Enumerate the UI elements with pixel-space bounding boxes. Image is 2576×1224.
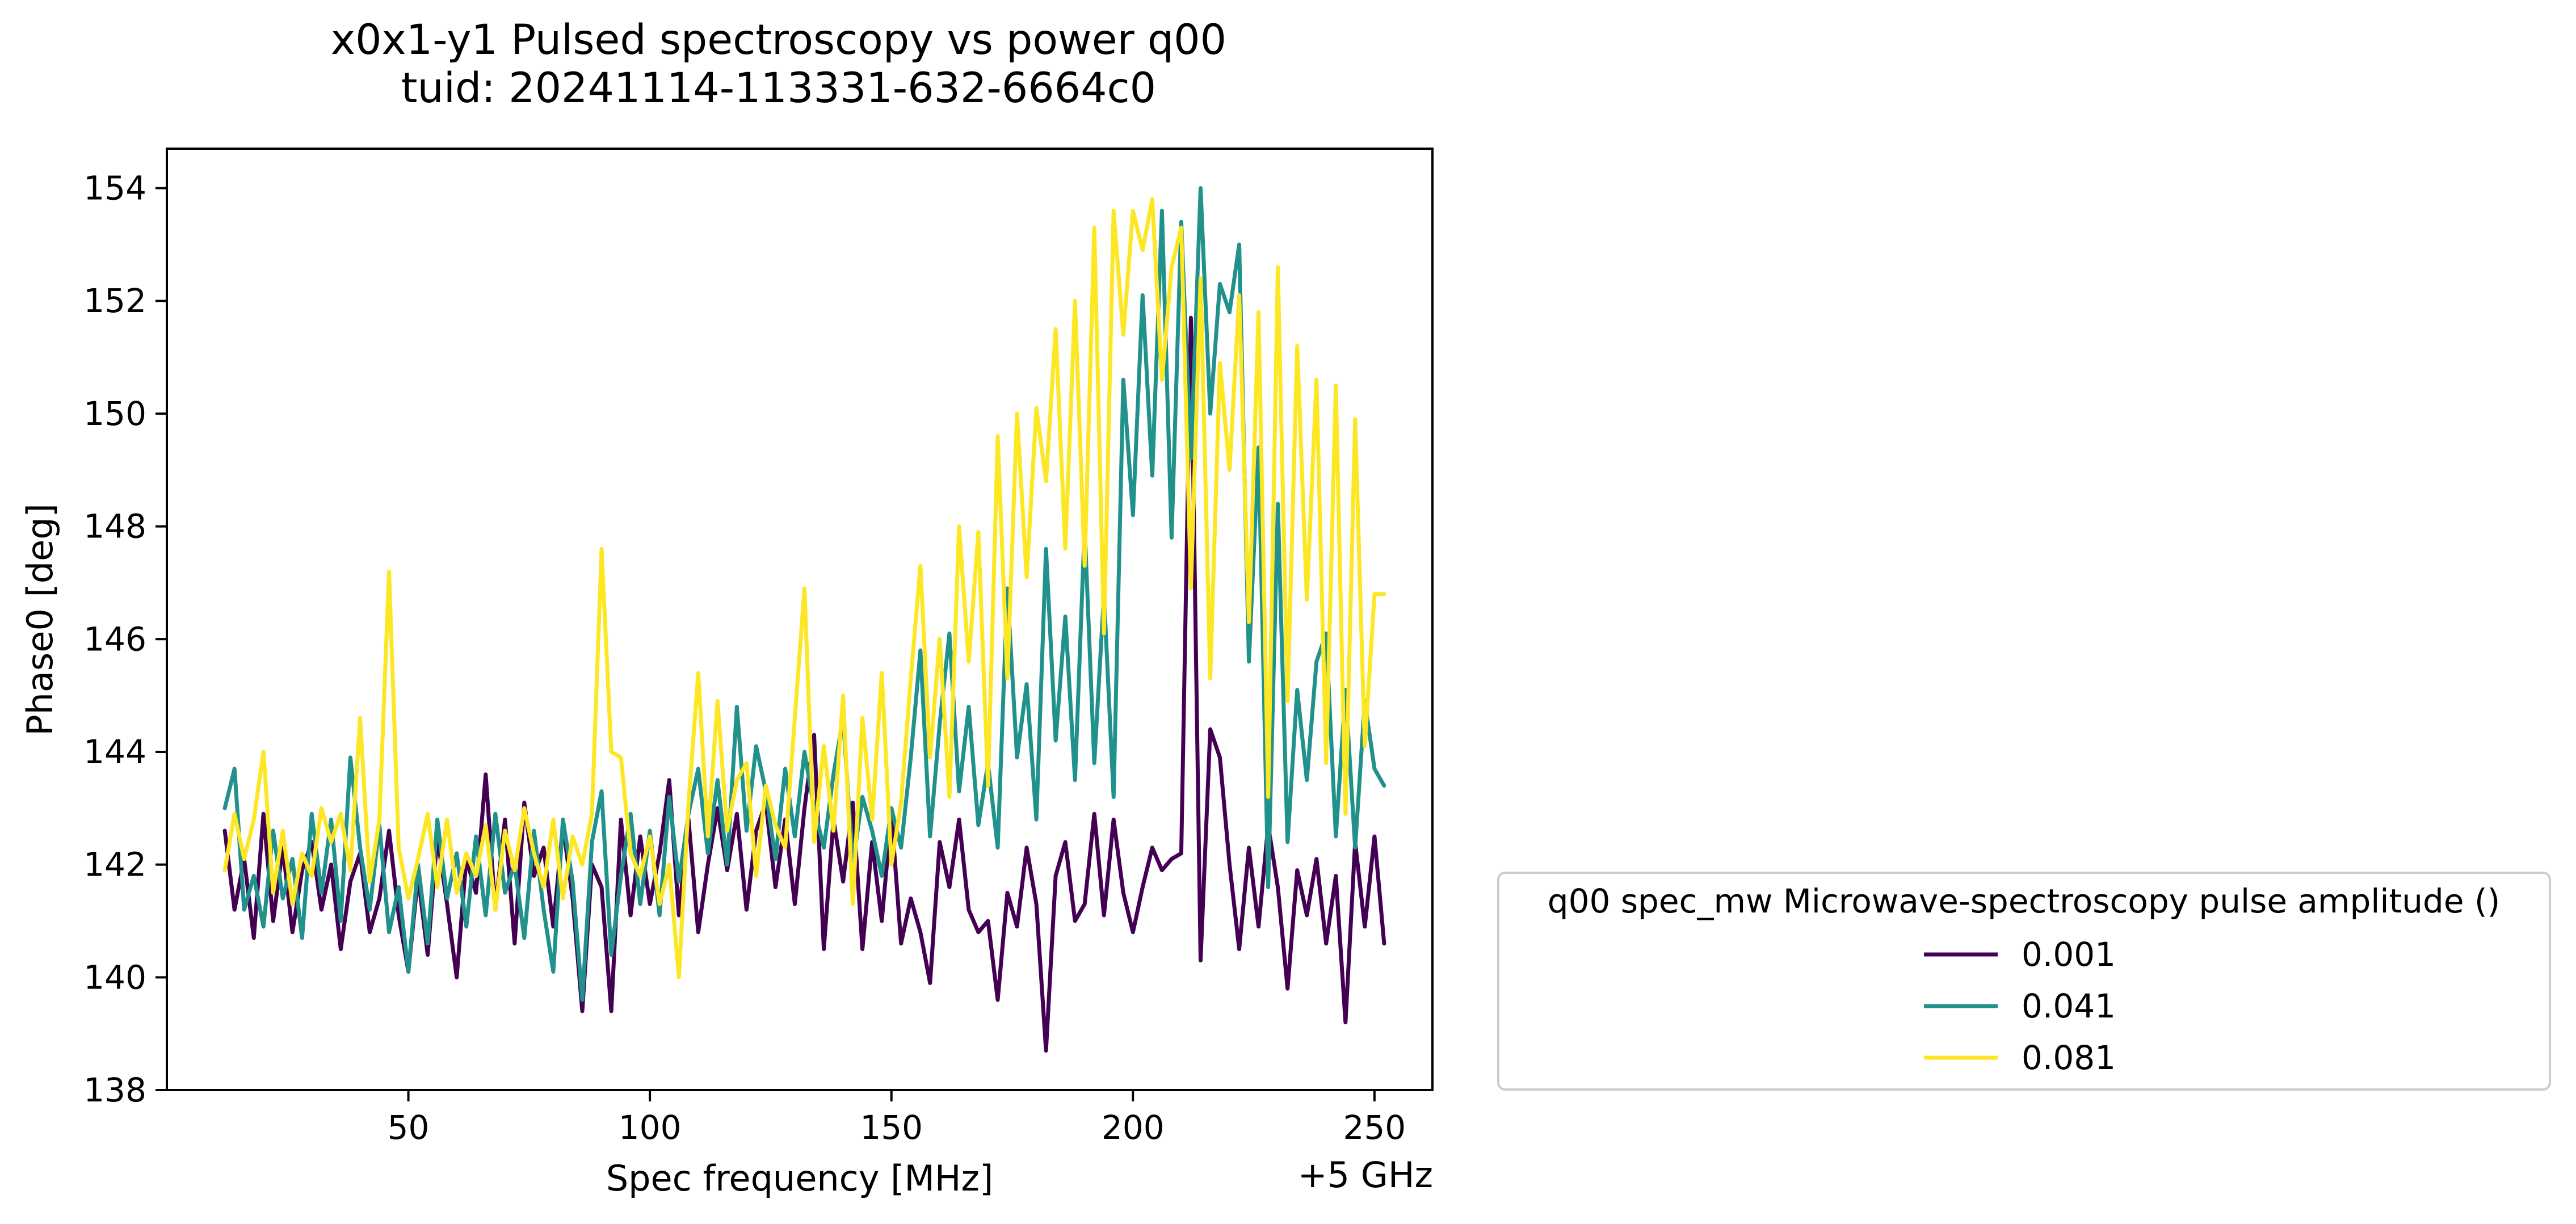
legend-box: [1497, 872, 2551, 1091]
y-tick-label-6: 150: [83, 394, 146, 433]
series-layer: [222, 186, 1386, 1053]
x-tick-label-1: 100: [619, 1108, 682, 1147]
x-tick-label-2: 150: [860, 1108, 923, 1147]
legend-label-2: 0.081: [2022, 1038, 2116, 1077]
legend: q00 spec_mw Microwave-spectroscopy pulse…: [1497, 872, 2551, 1091]
y-tick-label-1: 140: [83, 958, 146, 996]
y-axis-ticks: 138 140 142 144 146 148 150 152 154: [83, 169, 167, 1109]
y-axis-label: Phase0 [deg]: [19, 503, 61, 736]
y-tick-label-2: 142: [83, 846, 146, 884]
x-axis-ticks: 50 100 150 200 250: [388, 1090, 1406, 1147]
plot-frame: [166, 148, 1434, 1091]
series-line-2: [222, 197, 1386, 979]
y-tick-label-5: 148: [83, 507, 146, 546]
legend-title: q00 spec_mw Microwave-spectroscopy pulse…: [1548, 882, 2500, 920]
x-tick-label-3: 200: [1102, 1108, 1165, 1147]
y-tick-label-8: 154: [83, 169, 146, 208]
y-tick-label-7: 152: [83, 281, 146, 320]
x-axis-label: Spec frequency [MHz]: [606, 1158, 993, 1199]
y-tick-label-0: 138: [83, 1071, 146, 1109]
chart-title-line1: x0x1-y1 Pulsed spectroscopy vs power q00: [331, 16, 1226, 64]
x-tick-label-4: 250: [1343, 1108, 1406, 1147]
chart-title-line2: tuid: 20241114-113331-632-6664c0: [401, 64, 1156, 112]
legend-entries: 0.001 0.041 0.081: [1924, 935, 2116, 1077]
x-tick-label-0: 50: [388, 1108, 430, 1147]
legend-label-0: 0.001: [2022, 935, 2116, 974]
y-tick-label-3: 144: [83, 733, 146, 771]
x-axis-offset-label: +5 GHz: [1298, 1154, 1433, 1196]
y-tick-label-4: 146: [83, 620, 146, 658]
legend-label-1: 0.041: [2022, 987, 2116, 1025]
